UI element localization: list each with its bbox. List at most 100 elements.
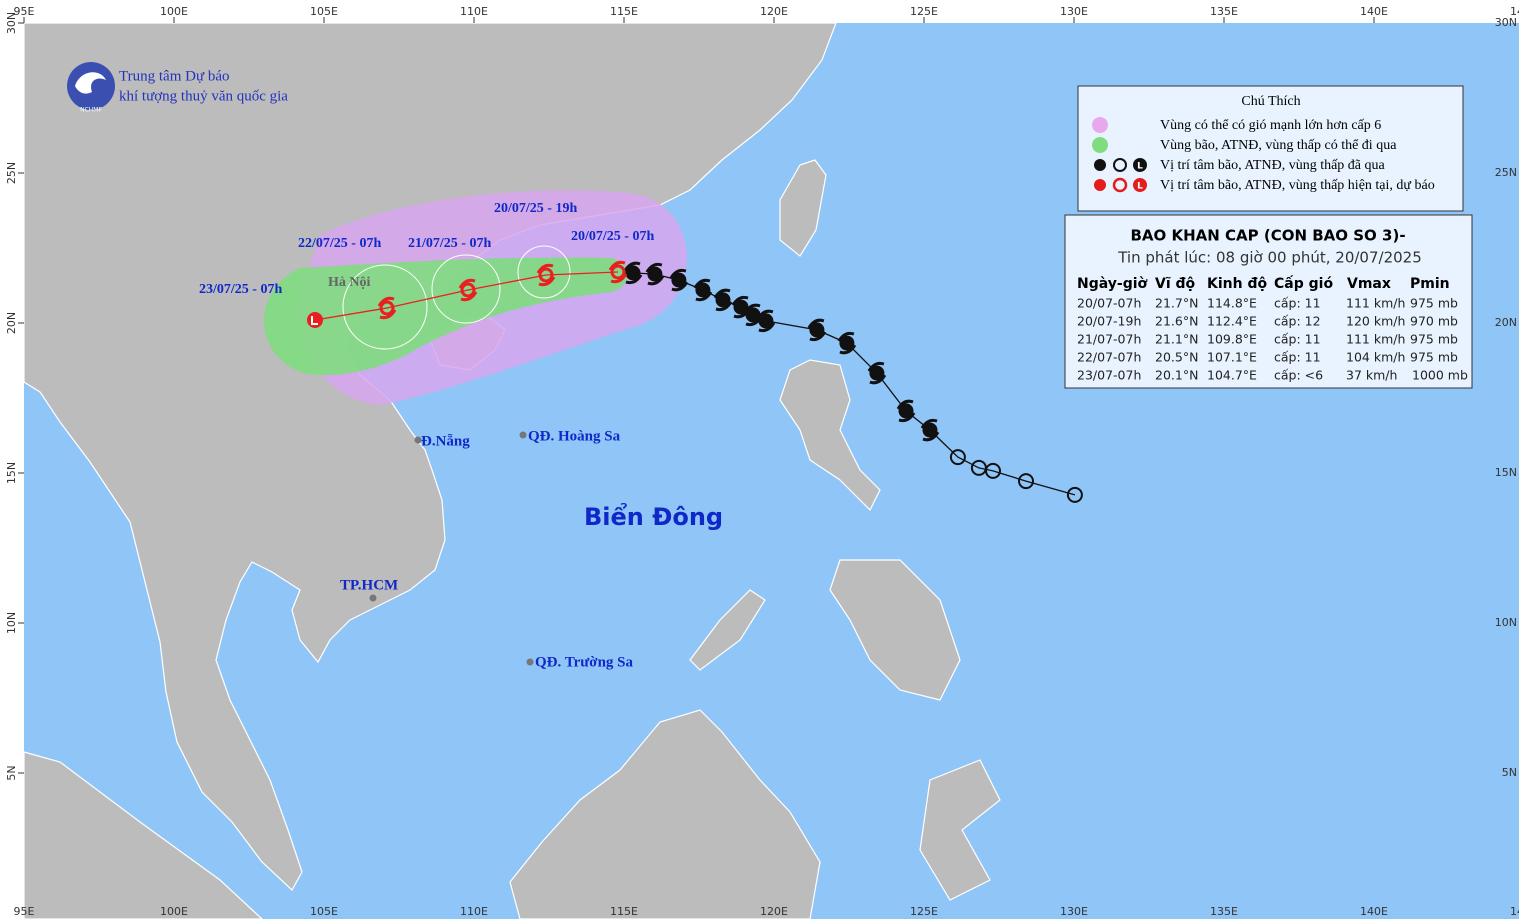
table-cell: 21.6°N bbox=[1155, 314, 1198, 329]
table-cell: 20/07-07h bbox=[1077, 296, 1141, 311]
column-header: Vĩ độ bbox=[1155, 276, 1196, 292]
storm-eye bbox=[922, 422, 938, 438]
column-header: Vmax bbox=[1347, 276, 1391, 292]
legend-title: Chú Thích bbox=[1241, 94, 1300, 109]
lat-tick-label: 25N bbox=[5, 162, 18, 184]
table-cell: 22/07-07h bbox=[1077, 350, 1141, 365]
track-point bbox=[307, 312, 323, 328]
table-cell: cấp: 11 bbox=[1274, 350, 1321, 365]
bulletin-table: BAO KHAN CAP (CON BAO SO 3)- Tin phát lú… bbox=[1064, 214, 1473, 389]
lon-tick-label: 140E bbox=[1360, 5, 1388, 18]
track-point bbox=[669, 268, 689, 292]
lat-tick-label: 5N bbox=[1502, 766, 1517, 779]
place-label: Đ.Nẵng bbox=[421, 433, 470, 449]
lat-tick-label: 10N bbox=[1495, 616, 1517, 629]
place-label: QĐ. Hoàng Sa bbox=[528, 428, 621, 444]
depression bbox=[985, 462, 1001, 479]
track-point bbox=[645, 262, 665, 286]
track-label: 20/07/25 - 19h bbox=[494, 201, 577, 216]
lon-tick-label: 120E bbox=[760, 905, 788, 918]
track-point bbox=[536, 263, 556, 287]
track-point bbox=[896, 399, 916, 423]
track-point bbox=[458, 278, 478, 302]
storm-eye bbox=[898, 403, 914, 419]
table-title: BAO KHAN CAP (CON BAO SO 3)- bbox=[1130, 227, 1405, 245]
lon-tick-label: 110E bbox=[460, 905, 488, 918]
lon-tick-label: 115E bbox=[610, 5, 638, 18]
legend-item: Vùng có thể có gió mạnh lớn hơn cấp 6 bbox=[1160, 118, 1381, 133]
table-cell: 37 km/h bbox=[1346, 368, 1397, 383]
storm-tail bbox=[896, 399, 916, 423]
lon-tick-label: 145E bbox=[1510, 5, 1519, 18]
lon-tick-label: 105E bbox=[310, 5, 338, 18]
table-cell: 1000 mb bbox=[1412, 368, 1468, 383]
lon-tick-label: 145E bbox=[1510, 905, 1519, 918]
wind-radii bbox=[342, 245, 571, 350]
lon-tick-label: 95E bbox=[14, 5, 35, 18]
table-cell: 120 km/h bbox=[1346, 314, 1405, 329]
track-point bbox=[985, 462, 1001, 479]
track-point bbox=[756, 309, 776, 333]
storm-eye bbox=[869, 365, 885, 381]
storm-eye bbox=[610, 264, 626, 280]
table-subtitle: Tin phát lúc: 08 giờ 00 phút, 20/07/2025 bbox=[1117, 249, 1422, 267]
legend-swatch bbox=[1092, 137, 1108, 153]
table-cell: 21.7°N bbox=[1155, 296, 1198, 311]
track-point bbox=[1018, 473, 1034, 490]
storm-tail bbox=[867, 361, 887, 385]
table-cell: 975 mb bbox=[1410, 296, 1458, 311]
track-point bbox=[1066, 486, 1083, 503]
lon-tick-label: 100E bbox=[160, 5, 188, 18]
logo-text: NCHMF bbox=[80, 107, 102, 114]
track-point bbox=[693, 278, 713, 302]
org-line: khí tượng thuỷ văn quốc gia bbox=[119, 88, 288, 104]
depression bbox=[1066, 486, 1083, 503]
table-cell: 109.8°E bbox=[1207, 332, 1257, 347]
legend-item: Vị trí tâm bão, ATNĐ, vùng thấp đã qua bbox=[1160, 158, 1386, 173]
storm-tail bbox=[458, 278, 478, 302]
track-point bbox=[623, 261, 643, 285]
track-label: 21/07/25 - 07h bbox=[408, 236, 491, 251]
track-point bbox=[713, 288, 733, 312]
lat-tick-label: 5N bbox=[5, 765, 18, 780]
lon-tick-label: 100E bbox=[160, 905, 188, 918]
table-cell: 107.1°E bbox=[1207, 350, 1257, 365]
column-header: Ngày-giờ bbox=[1077, 276, 1148, 292]
table-cell: 112.4°E bbox=[1207, 314, 1257, 329]
storm-tail bbox=[377, 296, 397, 320]
place-label: TP.HCM bbox=[340, 577, 398, 593]
lat-tick-label: 20N bbox=[1495, 316, 1517, 329]
storm-eye bbox=[839, 335, 855, 351]
storm-eye bbox=[647, 266, 663, 282]
track-point bbox=[608, 260, 628, 284]
table-cell: 114.8°E bbox=[1207, 296, 1257, 311]
storm-eye bbox=[733, 299, 749, 315]
depression bbox=[1018, 473, 1034, 490]
table-cell: 21.1°N bbox=[1155, 332, 1198, 347]
track-label: 20/07/25 - 07h bbox=[571, 229, 654, 244]
track-label: 23/07/25 - 07h bbox=[199, 282, 282, 297]
svg-text:L: L bbox=[1137, 162, 1143, 172]
track-point bbox=[867, 361, 887, 385]
column-header: Cấp gió bbox=[1274, 275, 1333, 292]
storm-tail bbox=[669, 268, 689, 292]
lon-tick-label: 135E bbox=[1210, 5, 1238, 18]
table-cell: 20.5°N bbox=[1155, 350, 1198, 365]
lon-tick-label: 115E bbox=[610, 905, 638, 918]
legend-box bbox=[1077, 85, 1464, 212]
lat-tick-label: 10N bbox=[5, 612, 18, 634]
storm-eye bbox=[625, 265, 641, 281]
table-cell: 970 mb bbox=[1410, 314, 1458, 329]
storm-tail bbox=[713, 288, 733, 312]
storm-eye bbox=[758, 313, 774, 329]
lat-tick-label: 20N bbox=[5, 312, 18, 334]
place-label: QĐ. Trường Sa bbox=[535, 654, 634, 670]
table-cell: 104.7°E bbox=[1207, 368, 1257, 383]
lon-tick-label: 125E bbox=[910, 5, 938, 18]
table-cell: 111 km/h bbox=[1346, 332, 1405, 347]
storm-tail bbox=[920, 418, 940, 442]
place-dots bbox=[369, 431, 534, 666]
storm-eye bbox=[379, 300, 395, 316]
